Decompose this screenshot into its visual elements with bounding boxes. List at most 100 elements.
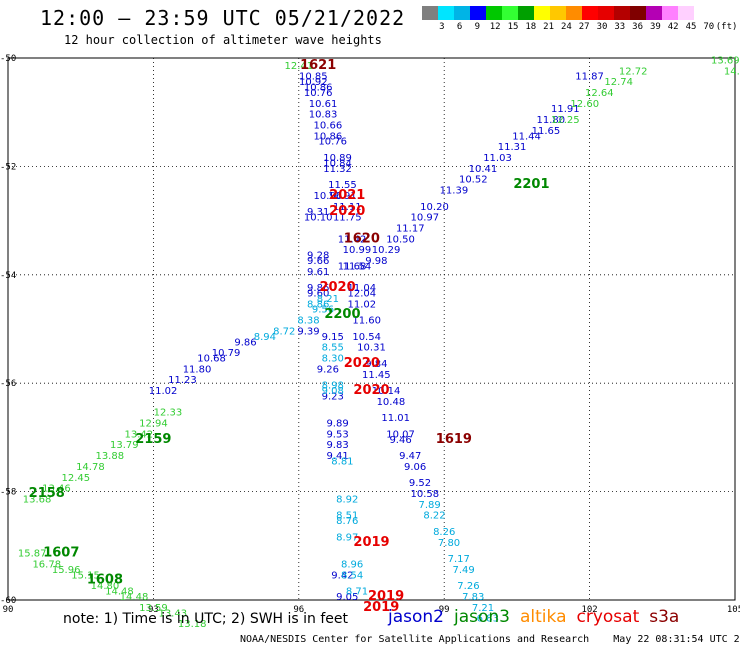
legend-swatch — [582, 6, 598, 20]
wave-height-value: 10.97 — [410, 213, 439, 224]
wave-height-value: 7.17 — [448, 554, 470, 565]
wave-height-value: 10.41 — [469, 164, 498, 175]
wave-height-value: 9.53 — [326, 429, 348, 440]
wave-height-value: 9.41 — [326, 451, 348, 462]
wave-height-value: 11.11 — [333, 202, 362, 213]
legend-label: 6 — [456, 22, 463, 32]
pass-time-label: 1608 — [87, 573, 123, 588]
wave-height-value: 13.46 — [42, 484, 71, 495]
legend-label: 3 — [439, 22, 445, 32]
wave-height-value: 10.50 — [386, 234, 415, 245]
wave-height-value: 13.88 — [95, 451, 124, 462]
legend-label: 12 — [489, 22, 501, 32]
wave-height-value: 10.58 — [410, 489, 439, 500]
satellite-name: jason3 — [454, 607, 510, 627]
wave-height-value: 10.66 — [314, 120, 343, 131]
footer-note: note: 1) Time is in UTC; 2) SWH is in fe… — [63, 611, 349, 627]
wave-height-value: 10.52 — [459, 175, 488, 186]
wave-height-value: 8.51 — [336, 511, 358, 522]
wave-height-value: 12.04 — [347, 288, 376, 299]
legend-swatch — [438, 6, 454, 20]
pass-time-label: 1607 — [43, 546, 79, 561]
legend-label: 21 — [543, 22, 555, 32]
wave-height-value: 9.28 — [307, 251, 329, 262]
wave-height-value: 9.61 — [307, 267, 329, 278]
legend-label: 70 — [703, 22, 715, 32]
wave-height-value: 9.08 — [322, 386, 344, 397]
wave-height-value: 12.72 — [619, 66, 648, 77]
wave-height-value: 13.18 — [178, 619, 207, 630]
wave-height-value: 12.60 — [570, 99, 599, 110]
pass-time-label: 2020 — [353, 383, 389, 398]
wave-height-value: 10.07 — [386, 429, 415, 440]
wave-height-value: 11.02 — [149, 386, 178, 397]
wave-height-value: 10.10 — [304, 213, 333, 224]
wave-height-value: 8.97 — [336, 532, 358, 543]
wave-height-value: 13.59 — [139, 603, 168, 614]
wave-height-value: 7.80 — [438, 538, 460, 549]
wave-height-value: 10.14 — [372, 386, 401, 397]
pass-time-label: 2201 — [513, 177, 549, 192]
wave-height-value: 11.31 — [498, 142, 527, 153]
wave-height-value: 10.96 — [314, 191, 343, 202]
wave-height-value: 8.22 — [423, 511, 445, 522]
wave-height-value: 13.68 — [23, 494, 52, 505]
wave-height-value: 10.83 — [309, 110, 338, 121]
color-legend — [422, 6, 710, 20]
wave-height-value: 10.85 — [299, 72, 328, 83]
legend-swatch — [486, 6, 502, 20]
legend-swatch — [422, 6, 438, 20]
lat-tick-label: -60 — [0, 596, 16, 606]
legend-label: (ft) — [715, 22, 738, 32]
wave-height-value: 9.23 — [322, 391, 344, 402]
lat-tick-label: -58 — [0, 488, 16, 498]
wave-height-value: 10.76 — [304, 88, 333, 99]
pass-time-label: 2158 — [29, 486, 65, 501]
legend-swatch — [694, 6, 710, 20]
lon-tick-label: 93 — [148, 605, 159, 615]
wave-height-value: 12.33 — [154, 408, 183, 419]
lon-tick-label: 105 — [727, 605, 740, 615]
legend-swatch — [646, 6, 662, 20]
wave-height-value: 8.71 — [346, 587, 368, 598]
wave-height-value: 11.01 — [381, 413, 410, 424]
legend-label: 45 — [685, 22, 697, 32]
wave-height-value: 14.48 — [105, 587, 134, 598]
pass-time-label: 1621 — [300, 58, 336, 73]
wave-height-value: 9.52 — [409, 478, 431, 489]
wave-height-value: 9.06 — [404, 462, 426, 473]
wave-height-value: 13.79 — [110, 440, 139, 451]
wave-height-value: 11.32 — [323, 164, 352, 175]
satellite-name: altika — [520, 607, 567, 627]
wave-height-value: 11.75 — [333, 213, 362, 224]
wave-height-value: 10.31 — [357, 343, 386, 354]
wave-height-value: 11.80 — [183, 364, 212, 375]
legend-swatch — [678, 6, 694, 20]
wave-height-value: 11.45 — [362, 370, 391, 381]
map-title: 12:00 – 23:59 UTC 05/21/2022 — [40, 6, 406, 30]
wave-height-value: 9.56 — [312, 305, 334, 316]
wave-height-value: 9.42 — [331, 570, 353, 581]
wave-height-value: 8.30 — [322, 354, 344, 365]
wave-height-value: 8.98 — [322, 381, 344, 392]
legend-label: 24 — [560, 22, 572, 32]
lat-tick-label: -50 — [0, 54, 16, 64]
wave-height-value: 11.54 — [343, 261, 372, 272]
legend-swatch — [470, 6, 486, 20]
legend-swatch — [518, 6, 534, 20]
pass-time-label: 2159 — [135, 432, 171, 447]
legend-swatch — [630, 6, 646, 20]
wave-height-value: 9.84 — [365, 359, 387, 370]
wave-height-value: 10.92 — [299, 77, 328, 88]
satellite-key: jason2 jason3 altika cryosat s3a — [388, 607, 689, 627]
legend-label: 36 — [632, 22, 644, 32]
wave-height-value: 7.89 — [419, 500, 441, 511]
legend-swatch — [454, 6, 470, 20]
legend-label: 42 — [667, 22, 679, 32]
wave-height-value: 11.03 — [483, 153, 512, 164]
wave-height-value: 11.87 — [575, 72, 604, 83]
lon-tick-label: 102 — [581, 605, 597, 615]
wave-height-value: 10.79 — [212, 348, 241, 359]
wave-height-value: 10.76 — [318, 137, 347, 148]
legend-label: 15 — [507, 22, 519, 32]
